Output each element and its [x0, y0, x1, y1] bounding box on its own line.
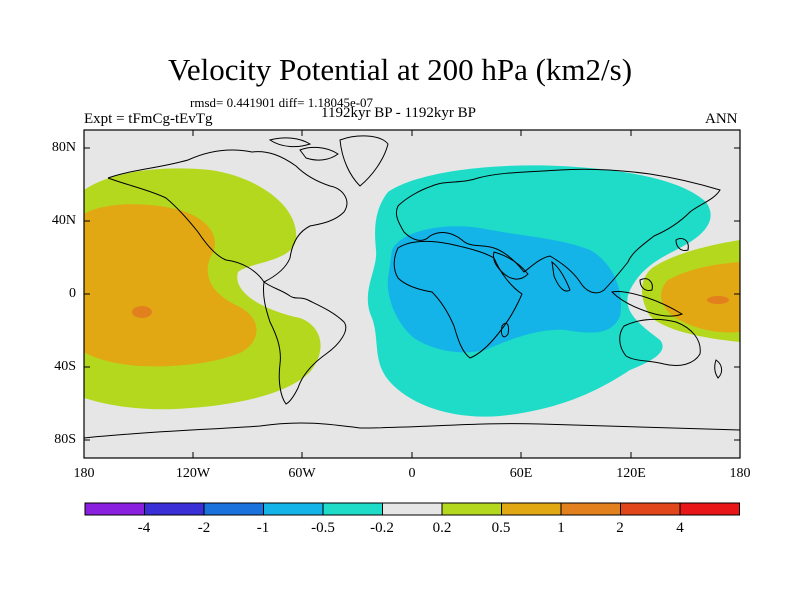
experiment-label: Expt = tFmCg-tEvTg [84, 111, 213, 127]
colorbar-swatch [620, 502, 681, 516]
coast-africa [393, 240, 523, 359]
colorbar-swatch [322, 502, 383, 516]
lon-label-180e: 180 [729, 466, 751, 481]
contour-east-blue [387, 226, 622, 353]
colorbar-label: -1 [256, 520, 270, 536]
colorbar-label: 2 [616, 520, 624, 536]
colorbar-swatch [441, 502, 502, 516]
lat-label-80n: 80N [51, 140, 76, 155]
coast-north-america [107, 149, 348, 283]
period-label: 1192kyr BP - 1192kyr BP [321, 105, 477, 121]
colorbar-label: -0.2 [370, 520, 394, 536]
contour-west-pacific-max [132, 306, 152, 318]
lat-label-40s: 40S [54, 359, 76, 374]
coast-eurasia [395, 168, 721, 294]
colorbar-swatch [382, 502, 443, 516]
coastlines [84, 135, 740, 439]
coast-south-america [263, 281, 347, 405]
coast-australia [619, 318, 701, 367]
axis-ticks [84, 130, 740, 458]
colorbar-label: 0.2 [432, 520, 452, 536]
coast-greenland [339, 135, 389, 187]
coast-antarctica [84, 422, 740, 439]
colorbar [84, 502, 740, 516]
colorbar-label: -4 [137, 520, 151, 536]
lon-label-60e: 60E [509, 466, 533, 481]
colorbar-label: 0.5 [491, 520, 511, 536]
colorbar-swatch [679, 502, 740, 516]
lon-label-180w: 180 [73, 466, 95, 481]
contour-west-pacific-orange [84, 204, 257, 367]
coast-maritime-asia [610, 291, 684, 317]
lon-label-120w: 120W [175, 466, 211, 481]
lat-label-40n: 40N [51, 213, 76, 228]
colorbar-swatch [501, 502, 562, 516]
colorbar-swatch [203, 502, 264, 516]
lat-label-0: 0 [69, 286, 76, 301]
contour-east-pacific-max [707, 296, 729, 304]
colorbar-swatch [144, 502, 205, 516]
colorbar-label: -2 [197, 520, 211, 536]
colorbar-label: 1 [557, 520, 565, 536]
colorbar-swatch [84, 502, 145, 516]
colorbar-swatch [263, 502, 324, 516]
stats-label: rmsd= 0.441901 diff= 1.18045e-07 [190, 95, 374, 110]
lat-label-80s: 80S [54, 432, 76, 447]
colorbar-label: -0.5 [311, 520, 335, 536]
season-label: ANN [705, 111, 738, 127]
colorbar-swatch [560, 502, 621, 516]
lon-label-60w: 60W [288, 466, 316, 481]
lon-label-0: 0 [408, 466, 416, 481]
lon-label-120e: 120E [616, 466, 646, 481]
map-title: Velocity Potential at 200 hPa (km2/s) [167, 52, 633, 87]
colorbar-label: 4 [676, 520, 684, 536]
